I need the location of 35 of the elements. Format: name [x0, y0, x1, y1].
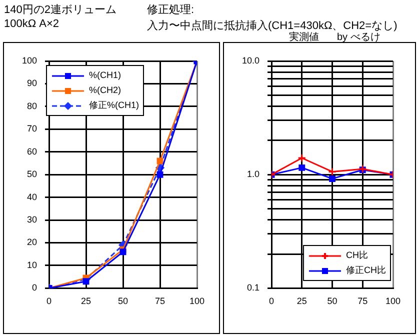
x-tick-label: 75 — [358, 296, 368, 306]
text: by べるけ — [337, 31, 380, 44]
legend-label: CH比 — [346, 249, 368, 262]
y-tick-label: 10 — [27, 260, 38, 270]
y-tick-label: 70 — [27, 124, 38, 134]
y-tick-label: 60 — [27, 146, 38, 156]
y-tick-label: 10.0 — [242, 55, 260, 66]
y-tick-label: 90 — [27, 78, 38, 88]
chart-subtitle: 100kΩ A×2 — [4, 18, 60, 30]
x-tick-label: 50 — [327, 296, 338, 306]
x-tick-label: 0 — [269, 296, 274, 306]
x-tick-label: 0 — [46, 296, 52, 306]
x-tick-label: 100 — [385, 296, 401, 306]
legend-label: %(CH2) — [89, 84, 122, 97]
y-tick-label: 20 — [27, 237, 38, 248]
text: 修正処理: — [147, 3, 194, 17]
y-tick-label: 0.1 — [247, 282, 260, 293]
y-tick-label: 50 — [27, 169, 38, 180]
y-tick-label: 100 — [22, 55, 38, 66]
legend-label: 修正CH比 — [346, 264, 386, 277]
x-tick-label: 25 — [81, 296, 92, 306]
x-tick-label: 75 — [154, 296, 166, 306]
x-tick-label: 50 — [118, 296, 128, 306]
x-tick-label: 100 — [189, 296, 205, 306]
x-tick-label: 25 — [296, 296, 307, 306]
text: 実測値 — [289, 32, 319, 44]
legend-label: %(CH1) — [89, 69, 122, 82]
y-tick-label: 40 — [27, 192, 38, 202]
y-tick-label: 80 — [27, 100, 38, 111]
chart-title: 140円の2連ボリューム — [4, 3, 116, 17]
y-tick-label: 1.0 — [247, 169, 260, 180]
legend-label: 修正%(CH1) — [89, 99, 140, 112]
y-tick-label: 0 — [32, 282, 38, 293]
text: 入力〜中点間に抵抗挿入(CH1=430kΩ、CH2=なし) — [147, 18, 398, 32]
y-tick-label: 30 — [27, 214, 38, 225]
